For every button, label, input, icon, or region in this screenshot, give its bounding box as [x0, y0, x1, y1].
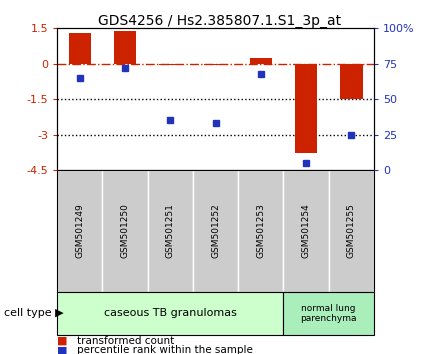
- Text: cell type ▶: cell type ▶: [4, 308, 64, 318]
- Text: ■: ■: [57, 336, 68, 346]
- Bar: [114, 31, 136, 64]
- Text: ■: ■: [57, 346, 68, 354]
- Text: GSM501249: GSM501249: [75, 204, 84, 258]
- Text: GSM501255: GSM501255: [347, 204, 356, 258]
- Text: GSM501254: GSM501254: [301, 204, 311, 258]
- Text: GSM501250: GSM501250: [121, 204, 130, 258]
- Text: GSM501252: GSM501252: [211, 204, 220, 258]
- Bar: [159, 64, 182, 65]
- Text: GSM501251: GSM501251: [166, 204, 175, 258]
- Text: percentile rank within the sample: percentile rank within the sample: [77, 346, 253, 354]
- Text: GDS4256 / Hs2.385807.1.S1_3p_at: GDS4256 / Hs2.385807.1.S1_3p_at: [99, 14, 341, 28]
- Text: GSM501253: GSM501253: [257, 204, 265, 258]
- Bar: [340, 64, 363, 99]
- Bar: [69, 33, 91, 64]
- Bar: [295, 64, 317, 153]
- Bar: [249, 58, 272, 64]
- Text: transformed count: transformed count: [77, 336, 174, 346]
- Text: caseous TB granulomas: caseous TB granulomas: [104, 308, 237, 318]
- Text: normal lung
parenchyma: normal lung parenchyma: [301, 304, 357, 323]
- Bar: [204, 64, 227, 65]
